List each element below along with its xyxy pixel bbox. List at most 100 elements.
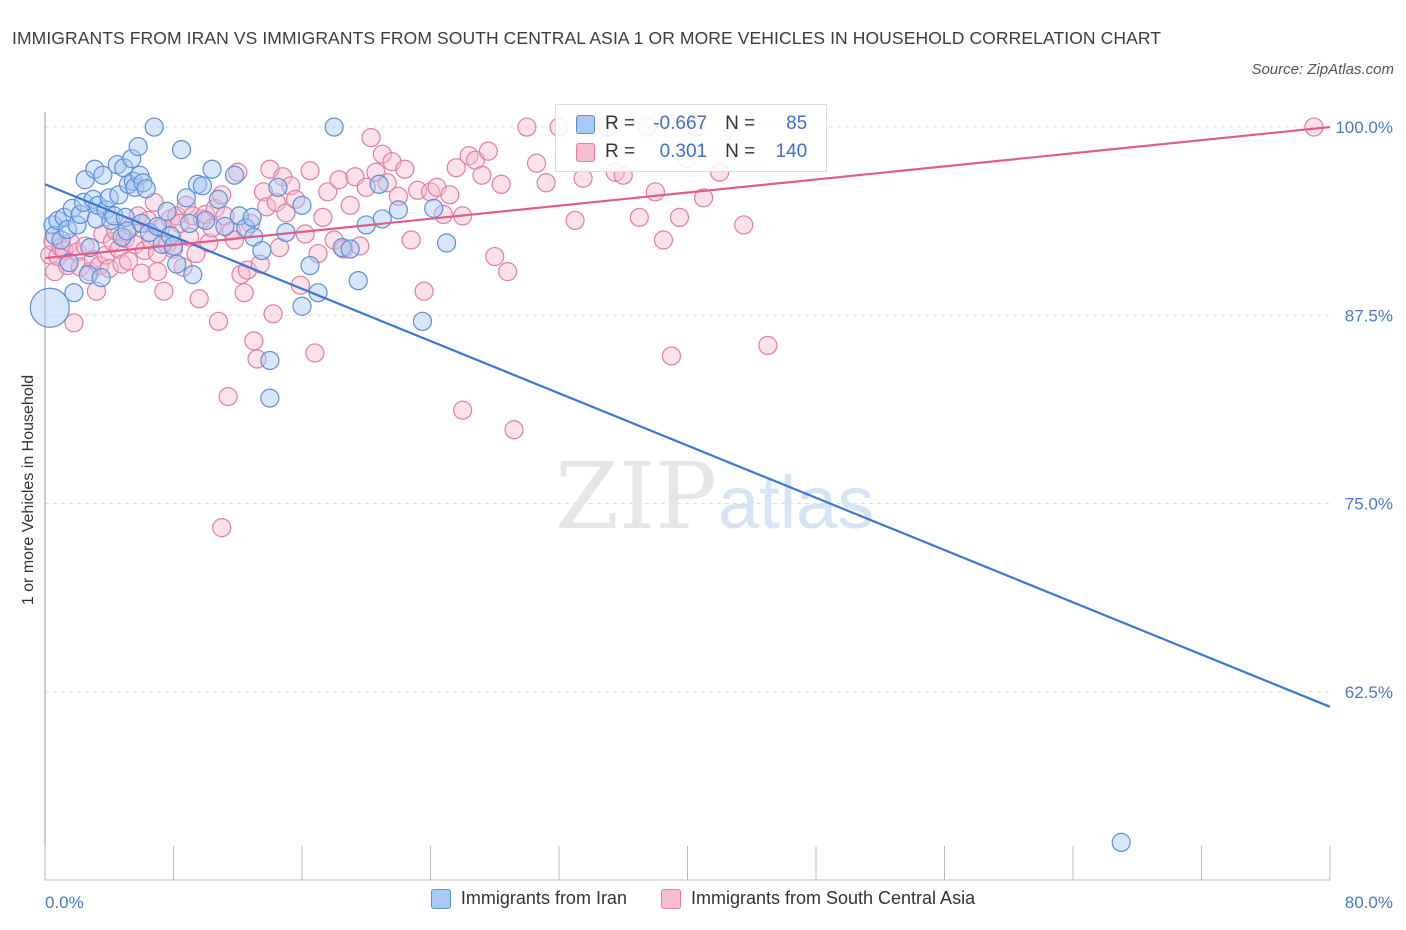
legend-item-iran[interactable]: Immigrants from Iran [430, 888, 627, 909]
iran-point [340, 239, 360, 259]
watermark-atlas: atlas [718, 461, 874, 544]
sca-point [115, 228, 135, 249]
iran-point [215, 216, 235, 237]
sca-point [295, 224, 315, 244]
iran-point [75, 170, 95, 190]
stats-r-value: 0.301 [659, 141, 708, 162]
sca-point [661, 346, 682, 366]
sca-point [208, 311, 229, 331]
source-label: Source: ZipAtlas.com [1251, 61, 1394, 78]
iran-point [369, 174, 389, 194]
sca-point [536, 173, 556, 193]
sca-point [453, 400, 473, 420]
sca-point [526, 153, 547, 173]
sca-point [377, 173, 397, 193]
axes [44, 112, 1331, 881]
sca-point [147, 262, 168, 282]
legend-swatch-sca [660, 888, 681, 909]
chart-title: IMMIGRANTS FROM IRAN VS IMMIGRANTS FROM … [12, 28, 1162, 48]
iran-point [29, 287, 70, 328]
y-tick-label: 62.5% [1345, 683, 1393, 702]
stats-r-label: R = [605, 141, 636, 162]
iran-point [388, 200, 408, 220]
y-tick-labels: 100.0% 87.5% 75.0% 62.5% [1335, 118, 1393, 702]
y-tick-label: 87.5% [1345, 306, 1393, 325]
x-tick-label: 80.0% [1345, 893, 1393, 912]
sca-point [395, 159, 415, 179]
chart-legend: Immigrants from Iran Immigrants from Sou… [0, 888, 1406, 909]
sca-point [517, 117, 537, 137]
iran-point [424, 198, 444, 218]
y-tick-label: 100.0% [1335, 118, 1393, 137]
sca-point [234, 283, 254, 303]
iran-point [332, 237, 352, 258]
iran-point [1111, 832, 1131, 852]
iran-point [208, 189, 229, 209]
stats-n-label: N = [725, 113, 756, 134]
sca-point [305, 343, 325, 363]
stats-swatch-iran [576, 114, 595, 134]
sca-point [372, 144, 392, 164]
sca-point [361, 128, 381, 148]
sca-point [263, 304, 283, 324]
iran-point [348, 271, 368, 291]
sca-point [318, 182, 338, 202]
iran-point [70, 204, 90, 224]
iran-point [133, 173, 153, 193]
legend-swatch-iran [430, 888, 451, 909]
iran-point [300, 256, 320, 276]
sca-point [440, 185, 460, 205]
stats-n-label: N = [725, 141, 756, 162]
sca-point [189, 289, 209, 309]
trendline-iran [44, 183, 1331, 708]
stats-legend-box: R = -0.667 N = 85 R = 0.301 N = 140 [555, 104, 827, 172]
iran-point [57, 219, 78, 240]
sca-point [212, 518, 232, 538]
sca-point [669, 207, 690, 228]
iran-point [144, 117, 164, 137]
iran-point [171, 140, 192, 160]
sca-point [131, 263, 151, 283]
iran-point [202, 159, 222, 179]
sca-point [80, 262, 100, 282]
legend-label-sca: Immigrants from South Central Asia [690, 888, 976, 908]
watermark: ZIP atlas [555, 443, 874, 550]
iran-point [91, 268, 111, 288]
sca-point [498, 262, 518, 282]
sca-point [218, 387, 238, 407]
legend-item-sca[interactable]: Immigrants from South Central Asia [660, 888, 976, 909]
iran-point [64, 283, 84, 303]
sca-point [693, 188, 714, 208]
sca-point [485, 246, 505, 267]
sca-point [228, 162, 248, 182]
legend-label-iran: Immigrants from Iran [460, 888, 627, 908]
trendlines [44, 125, 1331, 708]
sca-point [253, 182, 274, 202]
sca-point [478, 141, 498, 161]
series-iran-points [29, 117, 1131, 852]
iran-point [242, 207, 262, 228]
sca-point [734, 215, 754, 235]
stats-r-label: R = [605, 113, 636, 134]
iran-point [51, 230, 71, 250]
sca-point [504, 420, 524, 440]
iran-point [252, 240, 272, 261]
x-tick-labels: 0.0% 80.0% [45, 893, 1393, 912]
iran-point [176, 188, 196, 208]
sca-point [491, 174, 511, 194]
sca-point [565, 210, 585, 231]
stats-swatch-sca [576, 142, 595, 162]
iran-point [109, 185, 129, 205]
iran-point [128, 137, 148, 157]
sca-point [154, 281, 174, 301]
iran-point [183, 265, 203, 285]
sca-point [266, 192, 286, 212]
iran-point [93, 165, 113, 185]
iran-point [224, 165, 245, 185]
iran-point [179, 213, 200, 234]
sca-point [388, 186, 408, 206]
sca-point [414, 281, 434, 301]
stats-row-sca: R = 0.301 N = 140 [576, 138, 807, 166]
iran-point [196, 210, 216, 231]
iran-point [260, 350, 280, 371]
